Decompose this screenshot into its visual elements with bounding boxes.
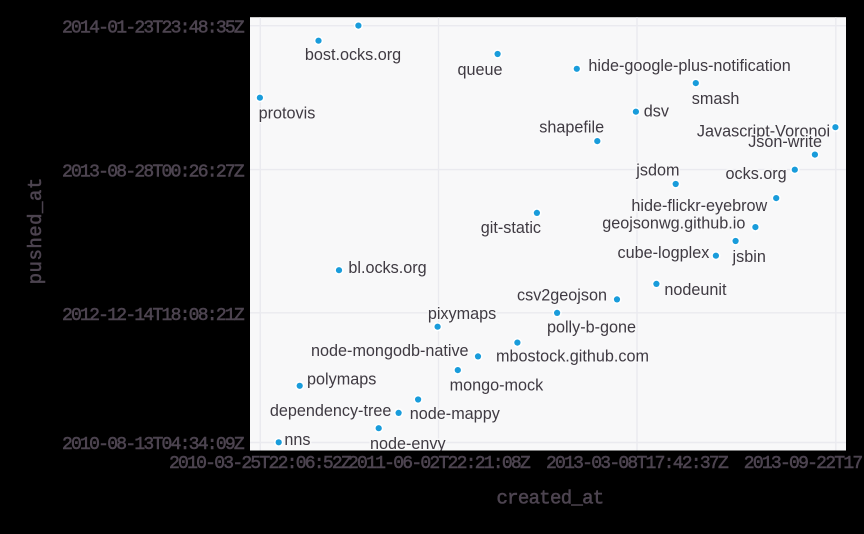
svg-text:bost.ocks.org: bost.ocks.org <box>305 46 401 64</box>
svg-text:protovis: protovis <box>259 104 316 122</box>
svg-text:created_at: created_at <box>496 487 603 509</box>
svg-text:2010-03-25T22:06:52Z: 2010-03-25T22:06:52Z <box>169 454 352 474</box>
svg-text:dsv: dsv <box>644 102 670 120</box>
svg-text:dependency-tree: dependency-tree <box>270 402 392 420</box>
svg-text:mongo-mock: mongo-mock <box>450 377 544 395</box>
svg-text:Javascript-Voronoi: Javascript-Voronoi <box>697 123 830 141</box>
svg-text:2012-12-14T18:08:21Z: 2012-12-14T18:08:21Z <box>62 306 245 326</box>
svg-text:pixymaps: pixymaps <box>428 305 496 323</box>
svg-text:nns: nns <box>284 431 310 449</box>
svg-text:shapefile: shapefile <box>539 119 604 137</box>
svg-text:smash: smash <box>692 90 740 108</box>
svg-text:git-static: git-static <box>481 219 541 237</box>
svg-text:node-mongodb-native: node-mongodb-native <box>311 342 469 360</box>
svg-text:ocks.org: ocks.org <box>726 165 787 183</box>
svg-text:cube-logplex: cube-logplex <box>618 244 710 262</box>
svg-text:2013-09-22T17:42:37Z: 2013-09-22T17:42:37Z <box>744 454 864 474</box>
svg-text:mbostock.github.com: mbostock.github.com <box>496 348 649 366</box>
svg-text:geojsonwg.github.io: geojsonwg.github.io <box>602 214 745 232</box>
svg-text:pushed_at: pushed_at <box>25 177 47 284</box>
svg-text:hide-flickr-eyebrow: hide-flickr-eyebrow <box>631 197 767 215</box>
svg-text:jsdom: jsdom <box>635 162 679 180</box>
svg-text:2013-03-08T17:42:37Z: 2013-03-08T17:42:37Z <box>546 454 729 474</box>
svg-text:node-mappy: node-mappy <box>410 405 501 423</box>
svg-text:2014-01-23T23:48:35Z: 2014-01-23T23:48:35Z <box>62 19 245 39</box>
svg-text:Json-write: Json-write <box>748 133 822 151</box>
svg-text:nodeunit: nodeunit <box>664 281 727 299</box>
svg-text:node-envy: node-envy <box>370 435 447 453</box>
svg-text:bl.ocks.org: bl.ocks.org <box>348 259 426 277</box>
svg-text:2011-06-02T22:21:08Z: 2011-06-02T22:21:08Z <box>348 454 531 474</box>
svg-text:jsbin: jsbin <box>732 248 766 266</box>
svg-text:csv2geojson: csv2geojson <box>517 287 607 305</box>
svg-text:polly-b-gone: polly-b-gone <box>547 319 636 337</box>
svg-text:queue: queue <box>457 61 502 79</box>
svg-text:2010-08-13T04:34:09Z: 2010-08-13T04:34:09Z <box>62 435 245 455</box>
svg-text:polymaps: polymaps <box>307 370 376 388</box>
svg-text:hide-google-plus-notification: hide-google-plus-notification <box>588 57 790 75</box>
svg-text:2013-08-28T00:26:27Z: 2013-08-28T00:26:27Z <box>62 162 245 182</box>
